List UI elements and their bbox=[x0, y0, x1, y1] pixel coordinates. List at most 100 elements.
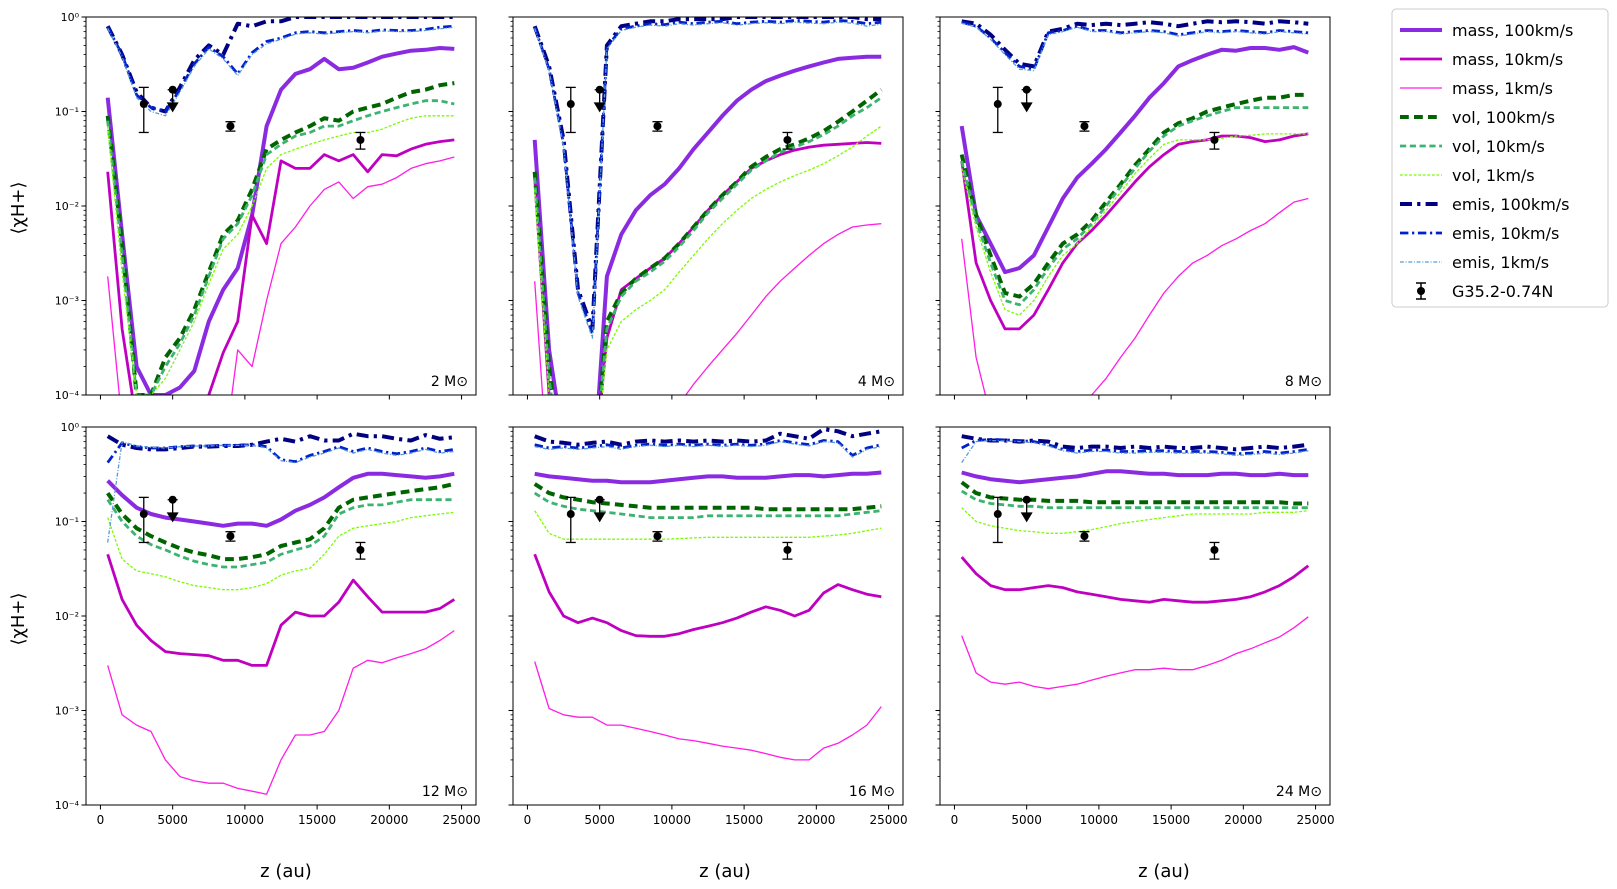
panel-label: 2 M⊙ bbox=[431, 374, 468, 390]
series-line-mass-100km-s bbox=[534, 470, 882, 485]
series-line-emis-10km-s bbox=[106, 441, 455, 464]
y-tick-label: 10⁰ bbox=[61, 421, 80, 434]
obs-point bbox=[356, 545, 365, 554]
x-tick-label: 10000 bbox=[1080, 813, 1118, 827]
legend-swatch-point bbox=[1417, 287, 1425, 295]
panel-label: 16 M⊙ bbox=[849, 784, 895, 800]
obs-point bbox=[1210, 545, 1219, 554]
obs-point bbox=[226, 532, 235, 541]
x-tick-label: 0 bbox=[524, 813, 532, 827]
legend-item-vol-100km-s: vol, 100km/s bbox=[1400, 108, 1555, 127]
series-line-vol-1km-s bbox=[534, 125, 882, 395]
obs-upper-limit-arrow bbox=[166, 102, 179, 113]
legend-label: vol, 1km/s bbox=[1452, 166, 1535, 185]
series-line-mass-1km-s bbox=[534, 661, 882, 761]
series-line-emis-100km-s bbox=[532, 17, 882, 331]
legend-item-mass-1km-s: mass, 1km/s bbox=[1400, 79, 1553, 98]
series-line-mass-100km-s bbox=[961, 469, 1309, 485]
series-line-emis-1km-s bbox=[107, 26, 455, 117]
obs-point bbox=[1080, 122, 1089, 131]
x-axis-label-1: z (au) bbox=[260, 861, 312, 882]
y-tick-label: 10⁻⁴ bbox=[55, 389, 80, 402]
x-tick-label: 0 bbox=[97, 813, 105, 827]
series-line-mass-10km-s bbox=[106, 138, 455, 395]
legend-frame bbox=[1391, 8, 1609, 308]
x-axis-label-2: z (au) bbox=[699, 861, 751, 882]
series-line-mass-1km-s bbox=[961, 197, 1309, 395]
panel-frame bbox=[85, 426, 477, 806]
series-group bbox=[960, 434, 1310, 690]
observations bbox=[992, 85, 1220, 150]
series-line-mass-10km-s bbox=[960, 556, 1310, 604]
y-axis-label-bottom: ⟨χH+⟩ bbox=[8, 592, 29, 645]
panel-6: 0 5000 10000 15000 20000 25000 24 M⊙ bbox=[935, 426, 1335, 827]
obs-point bbox=[139, 510, 148, 519]
panel-2: 4 M⊙ bbox=[508, 16, 904, 400]
series-line-vol-1km-s bbox=[534, 510, 882, 540]
observations bbox=[138, 495, 366, 560]
series-group bbox=[106, 431, 456, 795]
series-line-emis-10km-s bbox=[106, 24, 455, 113]
y-tick-label: 10⁰ bbox=[61, 11, 80, 24]
legend-label: emis, 10km/s bbox=[1452, 224, 1559, 243]
y-tick-label: 10⁻³ bbox=[55, 705, 79, 718]
x-tick-label: 5000 bbox=[584, 813, 615, 827]
legend-label: emis, 100km/s bbox=[1452, 195, 1570, 214]
series-line-emis-1km-s bbox=[534, 21, 882, 339]
obs-point bbox=[595, 85, 604, 94]
series-line-emis-10km-s bbox=[534, 439, 882, 457]
series-line-emis-100km-s bbox=[961, 19, 1309, 69]
panel-label: 12 M⊙ bbox=[422, 784, 468, 800]
series-line-vol-10km-s bbox=[106, 498, 455, 569]
legend: mass, 100km/s mass, 10km/s mass, 1km/s vol,… bbox=[1391, 8, 1609, 308]
series-line-emis-1km-s bbox=[961, 22, 1309, 72]
legend-label: mass, 100km/s bbox=[1452, 21, 1573, 40]
series-line-emis-100km-s bbox=[106, 431, 455, 452]
legend-item-g35-2-0-74n: G35.2-0.74N bbox=[1416, 282, 1553, 301]
obs-point bbox=[993, 100, 1002, 109]
observations bbox=[565, 85, 793, 150]
series-group bbox=[533, 427, 882, 761]
obs-point bbox=[566, 510, 575, 519]
obs-point bbox=[1022, 85, 1031, 94]
series-line-vol-10km-s bbox=[533, 491, 882, 519]
series-line-mass-1km-s bbox=[534, 223, 882, 395]
y-axis-label-top: ⟨χH+⟩ bbox=[8, 181, 29, 234]
panel-4: 10⁻⁴ 10⁻³ 10⁻² 10⁻¹ 10⁰ 0 5000 10000 15000 20000 2… bbox=[55, 421, 481, 827]
series-line-emis-100km-s bbox=[533, 427, 882, 447]
legend-item-mass-10km-s: mass, 10km/s bbox=[1400, 50, 1563, 69]
panel-3: 8 M⊙ bbox=[935, 16, 1331, 400]
obs-point bbox=[1080, 532, 1089, 541]
series-line-mass-10km-s bbox=[533, 141, 882, 395]
y-tick-label: 10⁻² bbox=[55, 610, 79, 623]
legend-item-mass-100km-s: mass, 100km/s bbox=[1400, 21, 1573, 40]
panel-frame bbox=[939, 16, 1331, 396]
legend-item-vol-1km-s: vol, 1km/s bbox=[1400, 166, 1535, 185]
series-line-emis-1km-s bbox=[534, 440, 882, 458]
series-line-mass-100km-s bbox=[959, 45, 1310, 275]
series-line-mass-1km-s bbox=[107, 630, 455, 795]
obs-point bbox=[653, 532, 662, 541]
series-line-emis-10km-s bbox=[533, 18, 882, 335]
obs-upper-limit-arrow bbox=[1020, 512, 1033, 523]
x-tick-label: 25000 bbox=[869, 813, 907, 827]
x-tick-label: 0 bbox=[951, 813, 959, 827]
y-tick-label: 10⁻¹ bbox=[55, 106, 79, 119]
x-tick-label: 20000 bbox=[797, 813, 835, 827]
obs-point bbox=[139, 100, 148, 109]
x-tick-label: 20000 bbox=[370, 813, 408, 827]
series-line-vol-1km-s bbox=[107, 511, 455, 591]
series-line-mass-100km-s bbox=[532, 54, 882, 395]
panel-frame bbox=[512, 426, 904, 806]
x-tick-label: 15000 bbox=[725, 813, 763, 827]
obs-point bbox=[168, 85, 177, 94]
y-tick-label: 10⁻⁴ bbox=[55, 799, 80, 812]
series-line-mass-10km-s bbox=[533, 553, 882, 638]
series-group bbox=[105, 17, 455, 395]
obs-point bbox=[1022, 495, 1031, 504]
obs-point bbox=[226, 122, 235, 131]
legend-label: vol, 100km/s bbox=[1452, 108, 1555, 127]
legend-label: vol, 10km/s bbox=[1452, 137, 1545, 156]
x-tick-label: 25000 bbox=[1296, 813, 1334, 827]
x-tick-label: 10000 bbox=[226, 813, 264, 827]
